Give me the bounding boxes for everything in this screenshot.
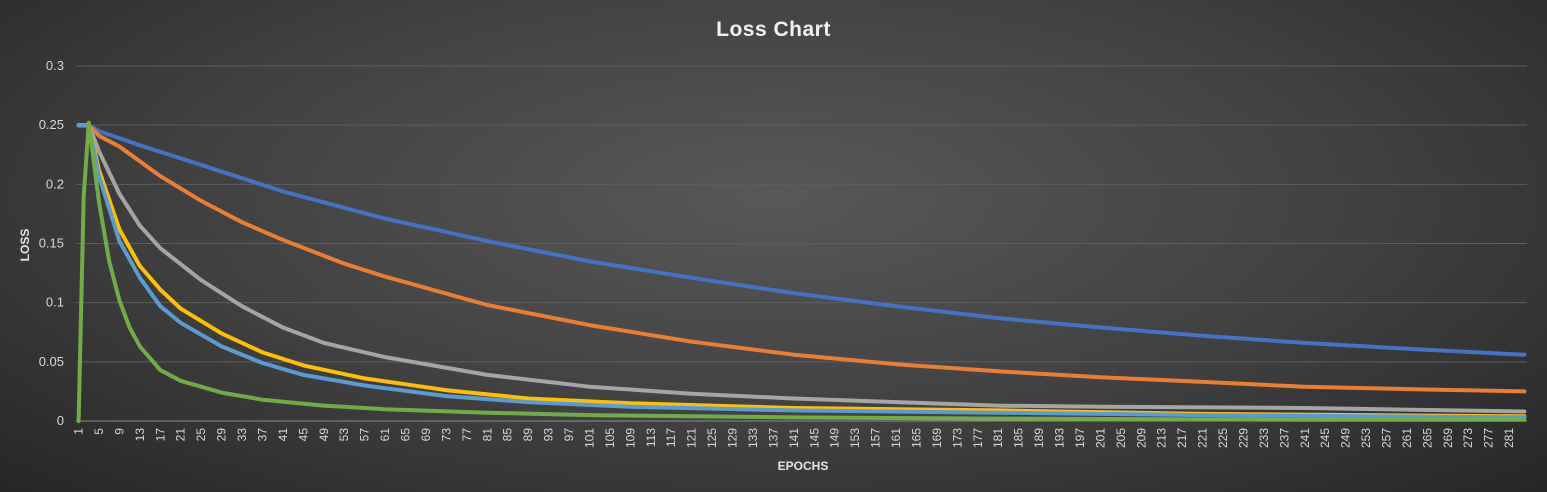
series-line-1 <box>76 123 1527 357</box>
y-tick-label: 0.1 <box>46 295 64 310</box>
x-tick-label: 141 <box>787 428 801 448</box>
y-axis-ticks: 0 0.05 0.1 0.15 0.2 0.25 0.3 <box>39 58 64 428</box>
chart-title: Loss Chart <box>716 18 831 41</box>
x-tick-label: 201 <box>1093 428 1107 448</box>
x-tick-label: 41 <box>276 428 290 442</box>
x-tick-label: 249 <box>1339 428 1353 448</box>
x-tick-label: 89 <box>521 428 535 442</box>
x-tick-label: 17 <box>153 428 167 442</box>
series-line-3 <box>76 123 1527 414</box>
x-tick-label: 213 <box>1155 428 1169 448</box>
x-tick-label: 157 <box>869 428 883 448</box>
x-tick-label: 261 <box>1400 428 1414 448</box>
x-tick-label: 133 <box>746 428 760 448</box>
series-line-6 <box>76 120 1527 423</box>
x-tick-label: 53 <box>337 428 351 442</box>
x-tick-label: 165 <box>909 428 923 448</box>
x-tick-label: 241 <box>1298 428 1312 448</box>
x-tick-label: 105 <box>603 428 617 448</box>
x-tick-label: 173 <box>950 428 964 448</box>
x-tick-label: 9 <box>112 428 126 435</box>
x-tick-label: 269 <box>1441 428 1455 448</box>
x-tick-label: 65 <box>399 428 413 442</box>
x-tick-label: 81 <box>480 428 494 442</box>
x-tick-label: 129 <box>726 428 740 448</box>
x-tick-label: 253 <box>1359 428 1373 448</box>
x-tick-label: 1 <box>72 428 86 435</box>
x-axis-ticks: 1 5 9 13 17 21 25 29 33 37 41 45 49 53 57 61 65 69 73 77 81 8… <box>72 428 1517 448</box>
x-tick-label: 153 <box>848 428 862 448</box>
x-tick-label: 149 <box>828 428 842 448</box>
x-tick-label: 189 <box>1032 428 1046 448</box>
x-tick-label: 97 <box>562 428 576 442</box>
x-tick-label: 49 <box>317 428 331 442</box>
x-tick-label: 45 <box>296 428 310 442</box>
x-tick-label: 265 <box>1420 428 1434 448</box>
y-tick-label: 0.2 <box>46 176 64 191</box>
x-tick-label: 37 <box>255 428 269 442</box>
y-tick-label: 0.25 <box>39 117 64 132</box>
x-tick-label: 69 <box>419 428 433 442</box>
x-tick-label: 57 <box>358 428 372 442</box>
x-tick-label: 181 <box>991 428 1005 448</box>
x-tick-label: 21 <box>174 428 188 442</box>
series-line-2 <box>76 123 1527 394</box>
series-line-4 <box>76 123 1527 419</box>
x-tick-label: 5 <box>92 428 106 435</box>
x-tick-label: 169 <box>930 428 944 448</box>
y-tick-label: 0.3 <box>46 58 64 73</box>
x-tick-label: 233 <box>1257 428 1271 448</box>
x-tick-label: 13 <box>133 428 147 442</box>
x-tick-label: 245 <box>1318 428 1332 448</box>
x-tick-label: 125 <box>705 428 719 448</box>
x-tick-label: 77 <box>460 428 474 442</box>
x-tick-label: 205 <box>1114 428 1128 448</box>
series-lines <box>76 120 1527 423</box>
x-tick-label: 85 <box>501 428 515 442</box>
x-tick-label: 277 <box>1482 428 1496 448</box>
x-tick-label: 29 <box>215 428 229 442</box>
x-tick-label: 225 <box>1216 428 1230 448</box>
x-tick-label: 73 <box>439 428 453 442</box>
x-tick-label: 121 <box>685 428 699 448</box>
x-tick-label: 273 <box>1461 428 1475 448</box>
x-tick-label: 217 <box>1175 428 1189 448</box>
x-tick-label: 161 <box>889 428 903 448</box>
y-tick-label: 0.15 <box>39 236 64 251</box>
x-tick-label: 113 <box>644 428 658 447</box>
x-tick-label: 33 <box>235 428 249 442</box>
x-tick-label: 281 <box>1502 428 1516 448</box>
x-tick-label: 101 <box>582 428 596 448</box>
x-tick-label: 109 <box>623 428 637 448</box>
x-tick-label: 257 <box>1379 428 1393 448</box>
x-tick-label: 237 <box>1277 428 1291 448</box>
x-tick-label: 177 <box>971 428 985 448</box>
y-tick-label: 0 <box>57 413 64 428</box>
x-axis-title: EPOCHS <box>778 459 829 473</box>
x-tick-label: 145 <box>807 428 821 448</box>
x-tick-label: 209 <box>1134 428 1148 448</box>
x-tick-label: 137 <box>766 428 780 448</box>
x-tick-label: 117 <box>664 428 678 447</box>
x-tick-label: 25 <box>194 428 208 442</box>
x-tick-label: 61 <box>378 428 392 442</box>
x-tick-label: 229 <box>1236 428 1250 448</box>
x-tick-label: 221 <box>1196 428 1210 448</box>
x-tick-label: 185 <box>1012 428 1026 448</box>
y-axis-title: LOSS <box>18 229 32 262</box>
series-line-5 <box>76 123 1527 420</box>
y-tick-label: 0.05 <box>39 354 64 369</box>
x-tick-label: 193 <box>1053 428 1067 448</box>
x-tick-label: 93 <box>542 428 556 442</box>
x-tick-label: 197 <box>1073 428 1087 448</box>
